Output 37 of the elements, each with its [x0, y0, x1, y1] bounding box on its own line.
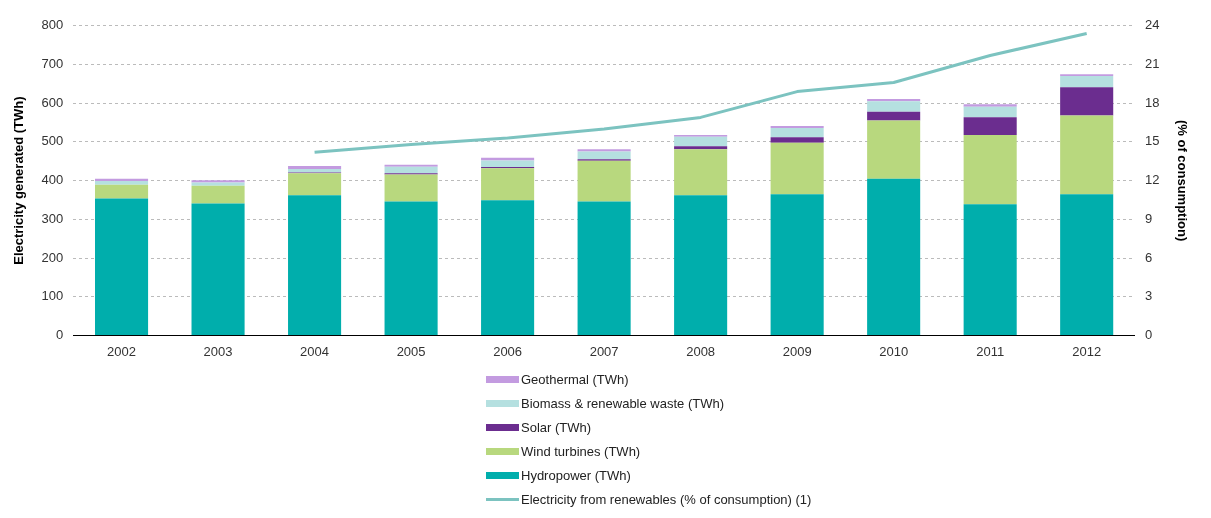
x-tick-label: 2003	[203, 343, 233, 359]
x-tick-label: 2009	[782, 343, 812, 359]
y-tick-label: 800	[41, 17, 64, 33]
y-tick-label: 100	[41, 288, 64, 304]
y2-tick-label: 15	[1144, 133, 1160, 149]
x-tick-label: 2008	[686, 343, 716, 359]
legend-label: Geothermal (TWh)	[521, 371, 629, 387]
y-tick-label: 300	[41, 210, 64, 226]
x-tick-label: 2011	[976, 343, 1005, 359]
x-tick-label: 2006	[493, 343, 523, 359]
legend-label: Biomass & renewable waste (TWh)	[521, 395, 725, 411]
y-tick-label: 0	[56, 326, 64, 342]
y2-tick-label: 6	[1144, 249, 1153, 265]
x-tick-label: 2002	[107, 343, 137, 359]
y-tick-label: 200	[41, 249, 64, 265]
legend-label: Wind turbines (TWh)	[521, 443, 641, 459]
y2-tick-label: 12	[1144, 172, 1160, 188]
y2-tick-label: 0	[1144, 326, 1153, 342]
y-tick-label: 600	[41, 94, 64, 110]
y2-tick-label: 24	[1144, 17, 1160, 33]
y2-tick-label: 18	[1144, 94, 1160, 110]
x-tick-label: 2005	[396, 343, 426, 359]
y2-tick-label: 3	[1144, 288, 1153, 304]
x-tick-label: 2010	[879, 343, 909, 359]
y-tick-label: 500	[41, 133, 64, 149]
legend-label: Electricity from renewables (% of consumption) (1)	[521, 491, 812, 507]
legend-label: Hydropower (TWh)	[521, 467, 631, 483]
y-axis-title: Electricity generated (TWh)	[11, 96, 27, 265]
y2-tick-label: 21	[1144, 56, 1160, 72]
x-tick-label: 2004	[300, 343, 330, 359]
legend-label: Solar (TWh)	[521, 419, 592, 435]
y-tick-label: 700	[41, 56, 64, 72]
y-tick-label: 400	[41, 172, 64, 188]
x-tick-label: 2007	[589, 343, 619, 359]
y2-tick-label: 9	[1144, 210, 1153, 226]
x-tick-label: 2012	[1072, 343, 1102, 359]
y2-axis-title: (% of consumption)	[1174, 119, 1190, 242]
